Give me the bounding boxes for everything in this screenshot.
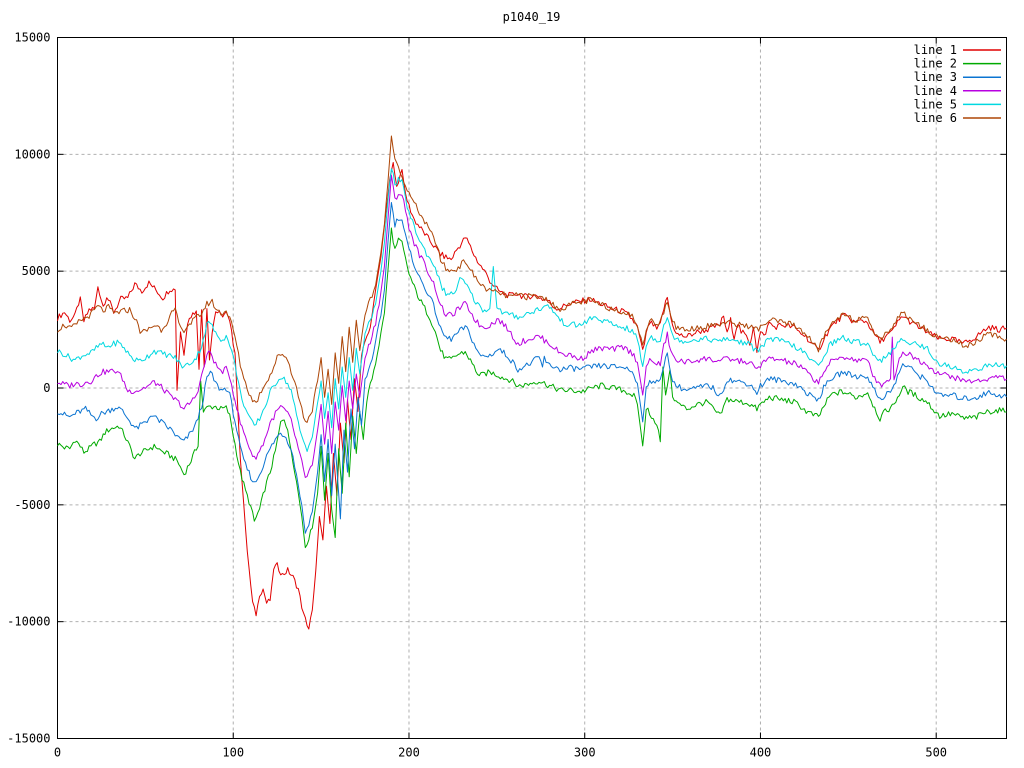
x-tick-label: 200 [398,746,420,760]
y-tick-label: 0 [43,381,50,395]
legend-label-line-1: line 1 [914,43,957,57]
x-tick-label: 0 [54,746,61,760]
legend-label-line-2: line 2 [914,57,957,71]
legend-label-line-4: line 4 [914,84,957,98]
x-tick-label: 400 [750,746,772,760]
chart-title: p1040_19 [502,10,561,24]
series-line-2 [57,227,1007,549]
y-tick-label: 15000 [14,31,50,45]
series-line-3 [57,202,1007,534]
legend-label-line-5: line 5 [914,97,957,111]
y-tick-label: 10000 [14,147,50,161]
series-line-4 [57,174,1007,478]
y-tick-label: -10000 [7,615,50,629]
series-line-5 [57,168,1007,452]
legend-label-line-6: line 6 [914,111,957,125]
legend-label-line-3: line 3 [914,70,957,84]
series-line-6 [57,135,1007,423]
y-tick-label: 5000 [22,264,51,278]
y-tick-label: -15000 [7,732,50,746]
x-tick-label: 300 [574,746,596,760]
x-tick-label: 500 [925,746,947,760]
y-tick-label: -5000 [14,498,50,512]
x-tick-label: 100 [222,746,244,760]
